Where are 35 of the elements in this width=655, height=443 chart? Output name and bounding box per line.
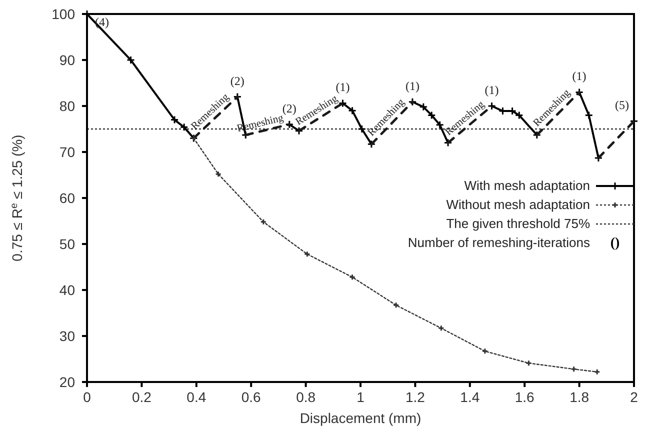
x-tick-label: 1.8 <box>570 389 590 405</box>
y-tick-label: 20 <box>59 374 76 390</box>
legend-label: The given threshold 75% <box>446 216 590 231</box>
x-tick-label: 1.2 <box>405 389 426 405</box>
y-tick-label: 100 <box>52 6 76 22</box>
x-tick-label: 1.6 <box>514 389 535 405</box>
annotation: Number of remeshing-iterations <box>408 235 590 250</box>
y-tick-label: 40 <box>59 282 76 298</box>
annotation: (1) <box>572 69 586 84</box>
annotation: (1) <box>484 83 499 97</box>
y-tick-label: 80 <box>59 98 76 114</box>
annotation: (4) <box>95 15 109 29</box>
annotation: (5) <box>615 98 629 112</box>
legend-label: Without mesh adaptation <box>446 197 590 212</box>
annotation: (2) <box>282 101 296 116</box>
annotation: Remeshing <box>236 112 286 135</box>
y-tick-label: 50 <box>59 236 76 252</box>
x-tick-label: 2 <box>630 389 638 405</box>
x-axis-title: Displacement (mm) <box>300 410 422 426</box>
legend-label: With mesh adaptation <box>464 178 590 193</box>
x-tick-label: 0.6 <box>241 389 262 405</box>
x-tick-label: 0.4 <box>186 389 206 405</box>
annotation: (1) <box>336 80 350 94</box>
y-tick-label: 70 <box>59 144 76 160</box>
annotation: (2) <box>230 74 244 88</box>
y-tick-label: 90 <box>59 52 76 68</box>
annotation: (1) <box>405 78 420 93</box>
y-tick-label: 30 <box>59 328 76 344</box>
x-tick-label: 0 <box>83 389 92 405</box>
x-tick-label: 0.8 <box>296 389 316 405</box>
x-tick-label: 1 <box>356 389 365 405</box>
y-tick-label: 60 <box>59 190 76 206</box>
x-tick-label: 1.4 <box>460 389 480 405</box>
x-tick-label: 0.2 <box>132 389 152 405</box>
annotation: () <box>610 236 620 251</box>
